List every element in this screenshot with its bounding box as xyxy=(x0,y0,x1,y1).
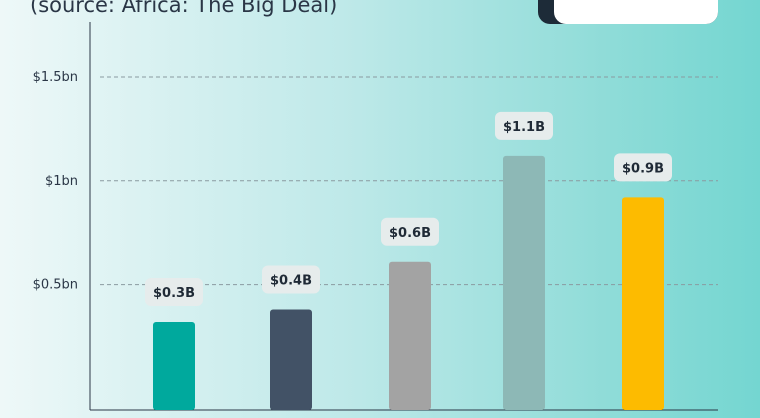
data-label-background xyxy=(614,153,672,182)
logo-panel xyxy=(554,0,718,24)
data-label: $1.1B xyxy=(495,111,553,140)
chart-subtitle: (source: Africa: The Big Deal) xyxy=(30,0,338,17)
data-label: $0.9B xyxy=(614,153,672,182)
data-label: $0.4B xyxy=(262,265,320,294)
data-label-text: $0.9B xyxy=(622,161,664,176)
y-tick-label: $1bn xyxy=(45,174,78,189)
data-label-text: $0.3B xyxy=(153,286,195,301)
bar xyxy=(389,261,431,410)
data-label-background xyxy=(381,217,439,246)
bar xyxy=(270,309,312,410)
data-label: $0.3B xyxy=(145,277,203,306)
bars xyxy=(153,155,664,410)
data-label: $0.6B xyxy=(381,217,439,246)
bar xyxy=(153,321,195,410)
data-label-text: $0.6B xyxy=(389,226,431,241)
y-tick-label: $0.5bn xyxy=(33,278,78,293)
logo xyxy=(538,0,718,24)
data-label-background xyxy=(145,277,203,306)
bar xyxy=(503,155,545,410)
data-label-background xyxy=(262,265,320,294)
data-label-text: $1.1B xyxy=(503,120,545,135)
data-label-text: $0.4B xyxy=(270,274,312,289)
data-labels: $0.3B $0.4B $0.6B $1.1B $0.9B xyxy=(145,111,672,306)
bar xyxy=(622,197,664,410)
y-tick-labels: $0.5bn $1bn $1.5bn xyxy=(33,70,78,293)
y-tick-label: $1.5bn xyxy=(33,70,78,85)
data-label-background xyxy=(495,111,553,140)
